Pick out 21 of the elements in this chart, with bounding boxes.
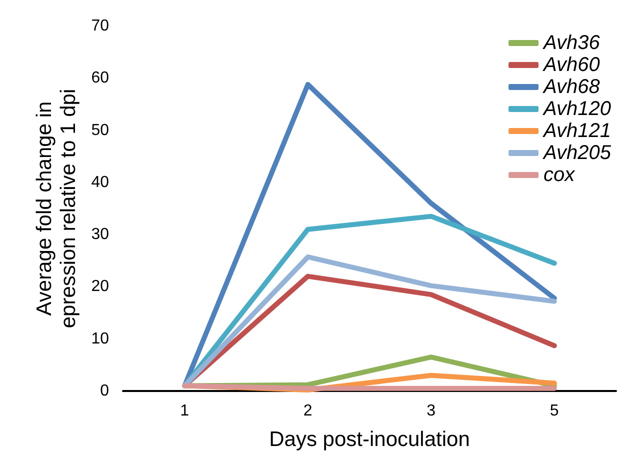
y-tick-label: 30 — [91, 226, 110, 244]
legend-label: Avh60 — [542, 54, 600, 76]
y-axis-title: Average fold change in epression relative to 1 dpi — [32, 88, 80, 328]
legend-label: Avh121 — [542, 120, 612, 142]
y-tick-label: 20 — [91, 278, 110, 296]
x-axis-title: Days post-inoculation — [269, 428, 470, 451]
legend-label: Avh68 — [542, 76, 600, 98]
legend-label: Avh205 — [542, 142, 612, 164]
y-tick-label: 50 — [91, 122, 110, 139]
y-tick-label: 40 — [91, 174, 110, 191]
y-tick-label: 0 — [100, 382, 110, 400]
y-tick-label: 10 — [91, 330, 110, 348]
x-tick-label: 1 — [180, 402, 190, 420]
y-tick-label: 70 — [91, 18, 110, 34]
legend-label: Avh36 — [542, 32, 601, 54]
y-tick-label: 60 — [91, 70, 110, 87]
x-tick-label: 5 — [550, 402, 559, 420]
x-tick-label: 3 — [426, 402, 436, 420]
legend-label: cox — [544, 164, 576, 186]
x-tick-label: 2 — [303, 402, 312, 420]
legend-label: Avh120 — [542, 98, 612, 120]
